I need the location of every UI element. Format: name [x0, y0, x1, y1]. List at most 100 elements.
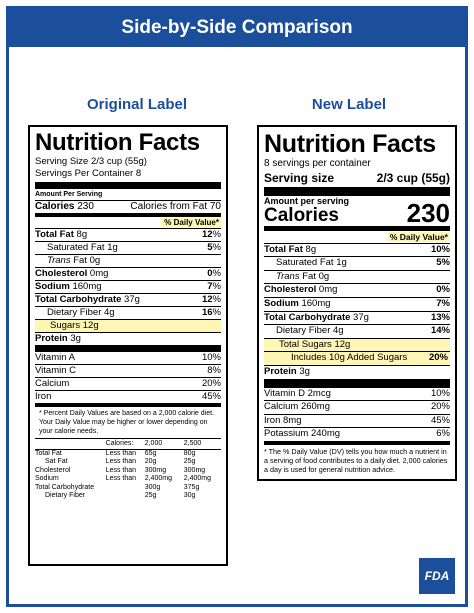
nutrient-label: Protein: [35, 333, 68, 344]
daily-value-table-cell: 300mg: [144, 466, 167, 474]
daily-value-table-cell: [35, 440, 106, 449]
daily-value-table-cell: Dietary Fiber: [45, 492, 86, 499]
new-nutrient-list: Total Fat 8g 10% Saturated Fat 1g 5% Trans F…: [264, 242, 450, 379]
nutrient-amount: 0mg: [87, 268, 109, 279]
original-servings-per-container: Servings Per Container 8: [35, 168, 142, 179]
daily-value-table-cell: Total Carbohydrate: [35, 483, 95, 491]
daily-value-table-cell: Less than: [105, 458, 137, 465]
original-calories-row: Calories 230 Calories from Fat 70: [35, 200, 221, 213]
daily-value-table-cell: Sodium: [35, 475, 59, 482]
daily-value-table-cell: [106, 492, 145, 501]
nutrient-daily-value: 7: [207, 281, 213, 292]
nutrient-label: Sodium: [35, 281, 70, 292]
nutrient-label: Total Carbohydrate: [264, 311, 351, 323]
nutrient-amount: 12g: [80, 320, 99, 331]
nutrient-daily-value: 7%: [436, 297, 450, 309]
nutrient-amount: 1g: [333, 257, 347, 269]
vitamin-label: Vitamin C: [35, 365, 77, 376]
daily-value-table-cell: 300g: [144, 483, 161, 491]
nutrient-label: Cholesterol: [264, 284, 317, 296]
nutrient-row: Dietary Fiber 4g 14%: [264, 324, 450, 338]
nutrient-row: Total Carbohydrate 37g 12%: [35, 293, 221, 305]
vitamin-row: Potassium 240mg 6%: [264, 427, 450, 441]
vitamin-row: Calcium 20%: [35, 377, 221, 390]
vitamin-daily-value: 6%: [436, 428, 450, 440]
vitamin-label: Vitamin D 2mcg: [264, 387, 331, 399]
nutrient-daily-value: 20%: [428, 352, 448, 364]
nutrient-row: Sodium 160mg 7%: [35, 280, 221, 292]
daily-value-table-cell: 2,000: [144, 440, 163, 447]
daily-value-table-cell: 2,500: [183, 440, 202, 447]
daily-value-table-cell: 2,400mg: [183, 475, 212, 482]
fda-logo: FDA: [419, 558, 455, 594]
new-serving-size-row: Serving size 2/3 cup (55g): [264, 171, 450, 185]
nutrient-row: Includes 10g Added Sugars 20%: [264, 351, 450, 365]
nutrient-daily-value: 0: [207, 268, 213, 279]
vitamin-row: Vitamin D 2mcg 10%: [264, 388, 450, 401]
daily-value-table-row: Cholesterol Less than 300mg 300mg: [35, 467, 221, 476]
daily-value-table-cell: Less than: [105, 475, 137, 482]
nutrient-row: Saturated Fat 1g 5%: [264, 256, 450, 270]
original-daily-value-table: Calories: 2,000 2,500 Total Fat Less than 65g…: [35, 440, 221, 501]
nutrient-amount: 8g: [302, 243, 317, 255]
nutrient-label: Saturated Fat: [47, 242, 105, 253]
nutrient-row: Protein 3g: [264, 366, 450, 379]
nutrient-amount: 8g: [73, 229, 88, 240]
vitamin-row: Vitamin A 10%: [35, 352, 221, 364]
nutrient-row: Total Fat 8g 12%: [35, 228, 221, 240]
nutrient-amount: 160mg: [298, 297, 331, 309]
vitamin-label: Vitamin A: [35, 352, 75, 363]
nutrient-label: Saturated Fat: [276, 257, 334, 269]
original-heading: Nutrition Facts: [35, 129, 200, 156]
nutrient-daily-value: 0%: [436, 284, 450, 296]
new-label-title: New Label: [311, 96, 387, 113]
nutrient-daily-value: 5%: [436, 257, 450, 269]
new-vitamin-list: Vitamin D 2mcg 10% Calcium 260mg 20% Iron 8m…: [264, 388, 450, 441]
new-heading: Nutrition Facts: [264, 130, 436, 158]
daily-value-table-cell: 30g: [183, 492, 196, 499]
daily-value-table-row: Total Fat Less than 65g 80g: [35, 449, 221, 458]
daily-value-table-row: Total Carbohydrate 300g 375g: [35, 484, 221, 493]
daily-value-table-cell: Less than: [105, 466, 137, 474]
nutrient-row: Dietary Fiber 4g 16%: [35, 306, 221, 319]
nutrient-amount: 4g: [101, 307, 115, 318]
original-dv-header: % Daily Value*: [162, 218, 221, 227]
nutrient-amount: 3g: [296, 365, 310, 377]
nutrient-row: Saturated Fat 1g 5%: [35, 241, 221, 254]
nutrient-label: Includes 10g Added Sugars: [291, 352, 408, 364]
nutrient-daily-value: 12: [201, 229, 213, 240]
vitamin-daily-value: 20%: [430, 401, 450, 413]
nutrient-amount: 12g: [331, 338, 351, 350]
daily-value-table-cell: 25g: [183, 458, 196, 465]
new-servings-per-container: 8 servings per container: [264, 158, 371, 169]
new-dv-header: % Daily Value*: [387, 231, 450, 242]
daily-value-table-row: Sodium Less than 2,400mg 2,400mg: [35, 475, 221, 484]
daily-value-table-cell: Total Fat: [35, 449, 62, 457]
new-calories-value: 230: [406, 197, 450, 228]
nutrient-amount: 37g: [121, 294, 140, 305]
nutrient-row: Protein 3g: [35, 333, 221, 345]
vitamin-daily-value: 45%: [430, 414, 450, 426]
original-nutrient-list: Total Fat 8g 12% Saturated Fat 1g 5% Trans F…: [35, 228, 221, 345]
new-serving-size-value: 2/3 cup (55g): [376, 170, 450, 185]
nutrient-row: Total Fat 8g 10%: [264, 242, 450, 257]
nutrient-row: Cholesterol 0mg 0%: [264, 283, 450, 297]
new-amount-per-serving: Amount per serving: [264, 195, 350, 206]
vitamin-row: Iron 45%: [35, 390, 221, 403]
daily-value-table-row: Dietary Fiber 25g 30g: [35, 492, 221, 501]
daily-value-table-cell: 25g: [144, 492, 157, 499]
daily-value-table-cell: 300mg: [183, 466, 206, 474]
nutrient-daily-value: 10%: [430, 243, 450, 255]
nutrient-daily-value: 13%: [430, 311, 450, 323]
nutrient-label: Dietary Fiber: [47, 307, 102, 318]
new-footnote: * The % Daily Value (DV) tells you how m…: [264, 446, 448, 474]
nutrient-label: Sugars: [50, 320, 81, 331]
nutrient-row: Sugars 12g: [35, 319, 221, 332]
nutrient-label: Total Fat: [264, 243, 303, 255]
nutrient-label: Protein: [264, 365, 297, 377]
nutrient-daily-value: 14%: [430, 325, 450, 337]
daily-value-table-cell: 375g: [183, 483, 200, 491]
vitamin-label: Calcium 260mg: [264, 401, 330, 413]
nutrient-label: Cholesterol: [35, 268, 88, 279]
original-calories-label: Calories: [35, 201, 75, 212]
